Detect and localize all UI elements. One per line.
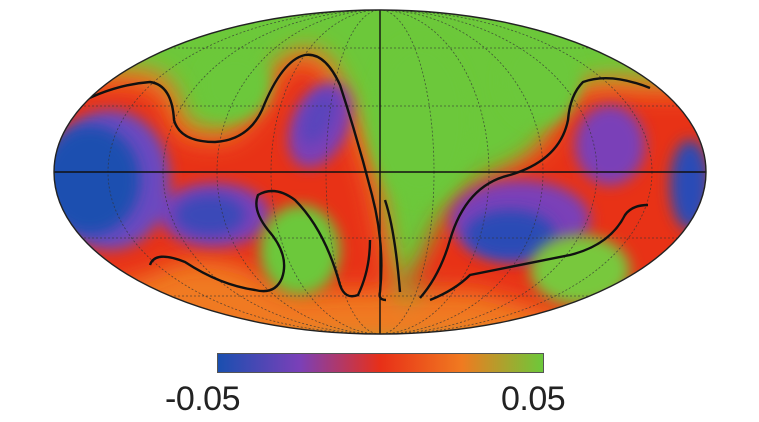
green-lobe — [530, 235, 630, 305]
colorbar — [217, 353, 544, 373]
mollweide-map — [53, 9, 707, 335]
blue-core — [175, 195, 245, 235]
map-boundary — [53, 9, 707, 335]
blue-core — [465, 210, 555, 260]
colorbar-max-label: 0.05 — [501, 380, 566, 418]
green-lobe — [370, 40, 470, 200]
green-lobe — [200, 50, 270, 120]
colorbar-min-label: -0.05 — [165, 380, 241, 418]
zero-contour — [69, 53, 651, 302]
green-lobe — [260, 205, 340, 295]
blue-core — [54, 125, 140, 235]
blue-core — [300, 91, 336, 145]
purple-patch — [575, 105, 645, 185]
green-lobe — [500, 35, 580, 125]
